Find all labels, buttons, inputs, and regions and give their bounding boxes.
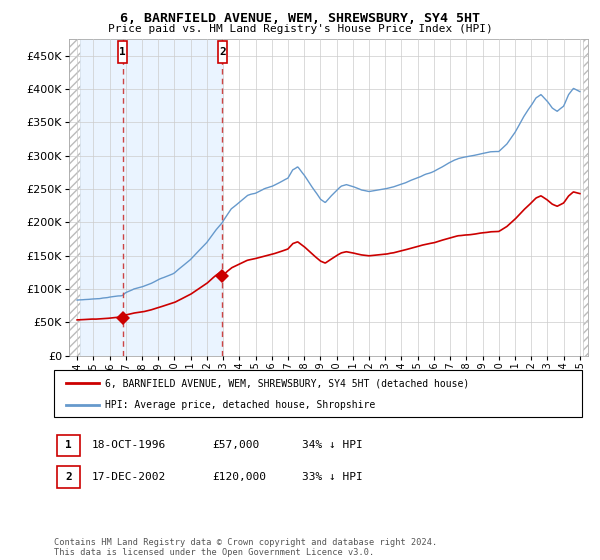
Bar [80, 39, 223, 356]
Text: HPI: Average price, detached house, Shropshire: HPI: Average price, detached house, Shro… [105, 400, 375, 410]
Text: 17-DEC-2002: 17-DEC-2002 [92, 472, 166, 482]
Text: 1: 1 [65, 440, 72, 450]
Text: 6, BARNFIELD AVENUE, WEM, SHREWSBURY, SY4 5HT: 6, BARNFIELD AVENUE, WEM, SHREWSBURY, SY… [120, 12, 480, 25]
Text: 6, BARNFIELD AVENUE, WEM, SHREWSBURY, SY4 5HT (detached house): 6, BARNFIELD AVENUE, WEM, SHREWSBURY, SY… [105, 379, 469, 389]
Text: £57,000: £57,000 [212, 440, 259, 450]
Text: 2: 2 [219, 47, 226, 57]
Bar [69, 39, 80, 356]
Text: £120,000: £120,000 [212, 472, 266, 482]
Text: Price paid vs. HM Land Registry's House Price Index (HPI): Price paid vs. HM Land Registry's House … [107, 24, 493, 34]
Text: 34% ↓ HPI: 34% ↓ HPI [302, 440, 362, 450]
Bar [218, 41, 227, 63]
Text: 33% ↓ HPI: 33% ↓ HPI [302, 472, 362, 482]
Text: 2: 2 [65, 472, 72, 482]
Text: 1: 1 [119, 47, 126, 57]
Bar [118, 41, 127, 63]
Text: 18-OCT-1996: 18-OCT-1996 [92, 440, 166, 450]
Bar [583, 39, 588, 356]
Text: Contains HM Land Registry data © Crown copyright and database right 2024.
This d: Contains HM Land Registry data © Crown c… [54, 538, 437, 557]
